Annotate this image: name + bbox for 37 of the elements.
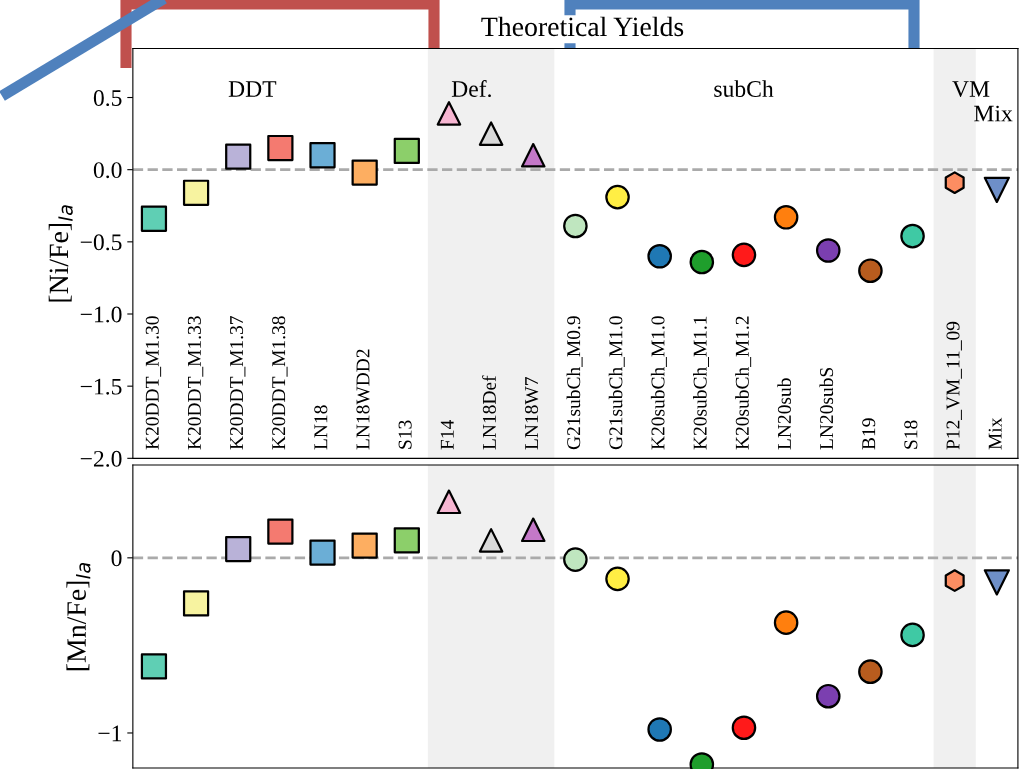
x-tick-label: S18 [904, 420, 918, 449]
x-tick-label: Mix [988, 417, 1002, 450]
x-tick-label: K20subCh_M1.0 [650, 316, 667, 450]
annotation: subCh [714, 80, 774, 97]
annotation: Mix [974, 105, 1013, 122]
y-axis-title: [Mn/Fe]$_{Ia}$ [66, 562, 91, 671]
x-tick-label: LN20sub [777, 378, 791, 450]
x-tick-label: K20subCh_M1.1 [693, 316, 709, 450]
x-tick-label: LN18Def [482, 375, 496, 450]
y-tick-label: −1.0 [80, 306, 122, 323]
x-tick-label: K20subCh_M1.2 [735, 316, 752, 450]
chart-title: Theoretical Yields [481, 16, 684, 37]
x-tick-label: P12_VM_11_09 [946, 321, 962, 450]
y-tick-label: −1 [98, 725, 122, 742]
x-tick-label: K20DDT_M1.37 [229, 316, 246, 450]
x-tick-label: G21subCh_M1.0 [608, 316, 625, 450]
annotation: Def. [451, 80, 491, 98]
x-tick-label: G21subCh_M0.9 [566, 316, 583, 450]
x-tick-label: K20DDT_M1.30 [145, 316, 162, 450]
y-tick-label: 0 [111, 550, 122, 567]
x-tick-label: B19 [862, 418, 876, 450]
x-tick-label: LN18 [314, 405, 328, 450]
x-tick-label: K20DDT_M1.38 [272, 316, 288, 450]
y-tick-label: 0.5 [93, 90, 122, 107]
y-tick-label: 0.0 [93, 162, 122, 179]
x-tick-label: LN18WDD2 [356, 349, 370, 450]
annotation: DDT [228, 81, 277, 97]
y-tick-label: −2.0 [80, 450, 122, 467]
x-tick-label: S13 [398, 420, 412, 449]
x-tick-label: F14 [440, 420, 454, 450]
x-tick-label: K20DDT_M1.33 [187, 316, 204, 450]
annotation: VM [952, 81, 990, 98]
x-tick-label: LN18W7 [524, 377, 539, 450]
y-tick-label: −0.5 [80, 234, 122, 251]
y-axis-title: [Ni/Fe]$_{Ia}$ [48, 205, 73, 302]
x-tick-label: LN20subS [819, 368, 834, 450]
y-tick-label: −1.5 [80, 378, 122, 395]
